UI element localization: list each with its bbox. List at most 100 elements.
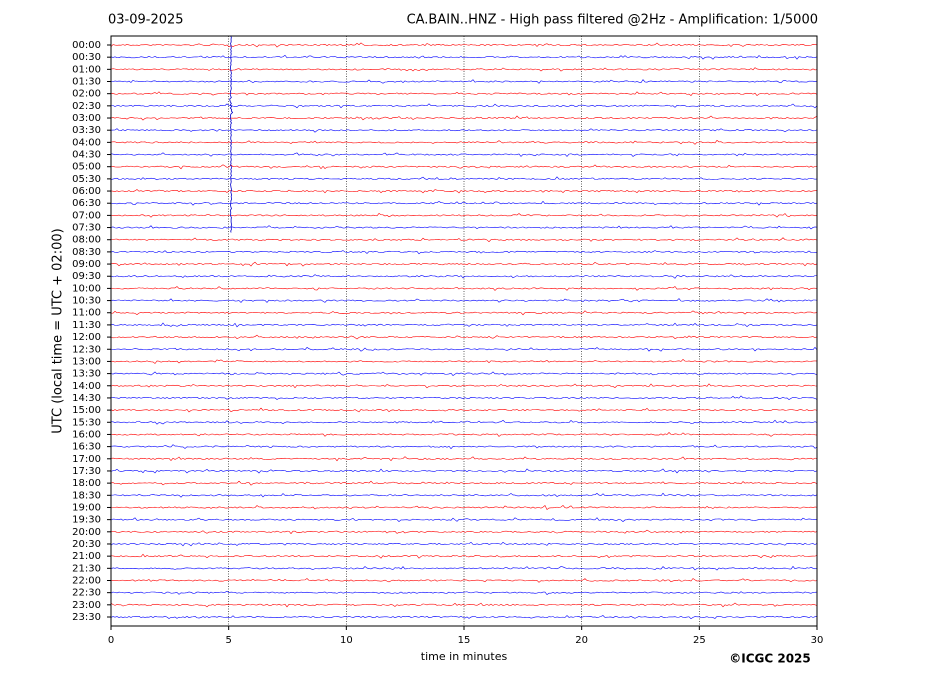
y-tick-label: 05:00 [72,162,101,173]
y-tick-label: 10:30 [72,296,101,307]
trace [110,42,818,48]
y-tick-label: 15:00 [72,405,101,416]
trace [110,529,818,535]
x-tick-label: 25 [693,635,706,646]
trace [110,79,818,84]
trace [110,212,818,218]
trace [110,371,818,376]
trace [110,407,818,413]
x-tick-label: 20 [575,635,588,646]
trace [110,480,818,486]
y-tick-label: 04:30 [72,150,101,161]
y-tick-label: 00:00 [72,40,101,51]
x-tick-label: 15 [458,635,471,646]
y-tick-label: 01:00 [72,64,101,75]
trace [110,200,818,206]
trace [110,432,818,437]
x-tick-label: 5 [225,635,231,646]
y-tick-label: 22:00 [72,575,101,586]
y-tick-label: 09:30 [72,271,101,282]
trace [110,298,818,303]
trace [110,492,818,498]
trace [110,565,818,571]
y-tick-label: 06:30 [72,198,101,209]
y-tick-label: 23:00 [72,600,101,611]
trace [110,103,818,109]
y-tick-label: 08:00 [72,235,101,246]
trace [110,250,818,255]
trace [110,91,818,96]
y-tick-label: 04:00 [72,137,101,148]
trace [110,237,818,243]
trace [110,274,817,279]
trace [110,358,818,364]
y-tick-label: 11:00 [72,308,101,319]
y-tick-label: 23:30 [72,612,101,623]
chart-title: CA.BAIN..HNZ - High pass filtered @2Hz -… [407,13,818,28]
y-tick-label: 14:00 [72,381,101,392]
y-tick-label: 16:30 [72,442,101,453]
y-tick-label: 15:30 [72,417,101,428]
y-tick-label: 16:00 [72,429,101,440]
y-tick-label: 21:00 [72,551,101,562]
trace [110,261,818,267]
y-tick-label: 13:30 [72,369,101,380]
trace [110,602,818,608]
y-tick-label: 07:30 [72,223,101,234]
trace [110,225,818,230]
x-tick-label: 0 [108,635,114,646]
y-tick-label: 11:30 [72,320,101,331]
y-tick-label: 02:30 [72,101,101,112]
x-tick-label: 10 [340,635,353,646]
trace [110,615,818,620]
trace [110,67,818,72]
trace [110,176,818,181]
y-tick-label: 07:00 [72,210,101,221]
trace [110,54,818,60]
event-trace [229,35,234,233]
y-tick-label: 13:00 [72,356,101,367]
trace [110,578,818,583]
y-tick-label: 20:30 [72,539,101,550]
y-axis-label: UTC (local time = UTC + 02:00) [51,228,66,433]
y-tick-label: 10:00 [72,283,101,294]
y-tick-label: 03:30 [72,125,101,136]
trace [110,444,818,450]
y-tick-label: 05:30 [72,174,101,185]
trace [110,419,818,425]
trace [110,468,818,474]
y-tick-label: 17:00 [72,454,101,465]
date-title: 03-09-2025 [108,13,184,28]
y-tick-label: 19:00 [72,502,101,513]
trace [110,322,818,328]
y-tick-label: 09:00 [72,259,101,270]
y-tick-label: 08:30 [72,247,101,258]
y-tick-label: 00:30 [72,52,101,63]
x-tick-label: 30 [811,635,824,646]
trace [110,164,818,170]
y-tick-label: 18:30 [72,490,101,501]
trace [110,128,818,133]
x-axis-label: time in minutes [421,650,508,663]
trace [110,504,818,511]
trace [110,541,818,547]
y-tick-label: 12:00 [72,332,101,343]
copyright: ©ICGC 2025 [729,652,811,666]
y-tick-label: 14:30 [72,393,101,404]
y-tick-label: 12:30 [72,344,101,355]
y-tick-label: 18:00 [72,478,101,489]
trace [110,286,818,291]
trace [110,456,818,462]
y-tick-label: 19:30 [72,515,101,526]
trace [110,346,818,352]
trace [110,310,818,316]
trace [110,517,818,522]
trace [110,395,818,401]
trace [110,383,818,389]
trace [110,189,818,194]
y-tick-label: 02:00 [72,89,101,100]
trace [110,334,818,340]
y-tick-label: 21:30 [72,563,101,574]
y-tick-label: 20:00 [72,527,101,538]
